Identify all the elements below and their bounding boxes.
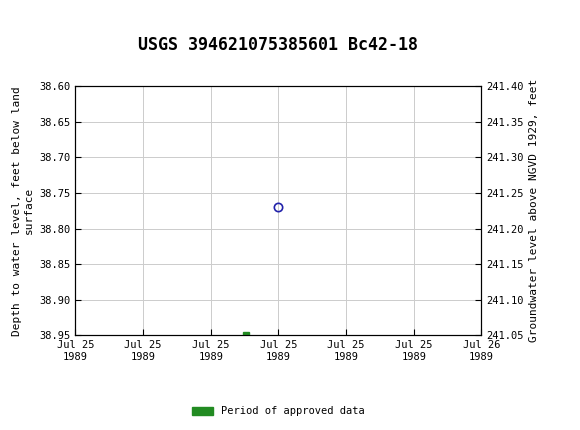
Y-axis label: Depth to water level, feet below land
surface: Depth to water level, feet below land su… bbox=[12, 86, 34, 335]
Text: USGS 394621075385601 Bc42-18: USGS 394621075385601 Bc42-18 bbox=[139, 36, 418, 54]
Legend: Period of approved data: Period of approved data bbox=[188, 402, 369, 421]
Y-axis label: Groundwater level above NGVD 1929, feet: Groundwater level above NGVD 1929, feet bbox=[530, 79, 539, 342]
Text: USGS: USGS bbox=[58, 10, 118, 29]
